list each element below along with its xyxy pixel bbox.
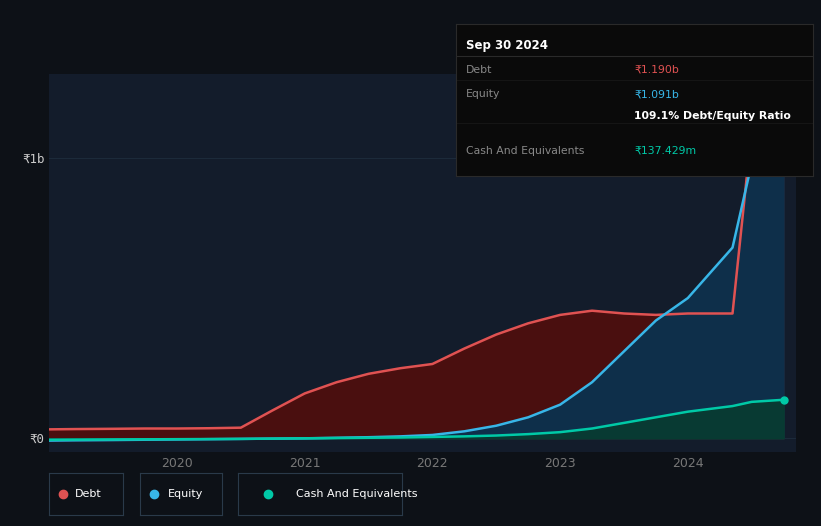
- Text: Debt: Debt: [466, 65, 493, 75]
- Text: Equity: Equity: [466, 89, 501, 99]
- Text: ₹1.091b: ₹1.091b: [635, 89, 679, 99]
- Text: Debt: Debt: [76, 489, 102, 500]
- Text: Cash And Equivalents: Cash And Equivalents: [466, 146, 585, 156]
- Text: 109.1% Debt/Equity Ratio: 109.1% Debt/Equity Ratio: [635, 110, 791, 120]
- Text: Cash And Equivalents: Cash And Equivalents: [296, 489, 417, 500]
- Text: Sep 30 2024: Sep 30 2024: [466, 39, 548, 52]
- Text: ₹1.190b: ₹1.190b: [635, 65, 679, 75]
- Text: Equity: Equity: [168, 489, 204, 500]
- Text: ₹137.429m: ₹137.429m: [635, 146, 696, 156]
